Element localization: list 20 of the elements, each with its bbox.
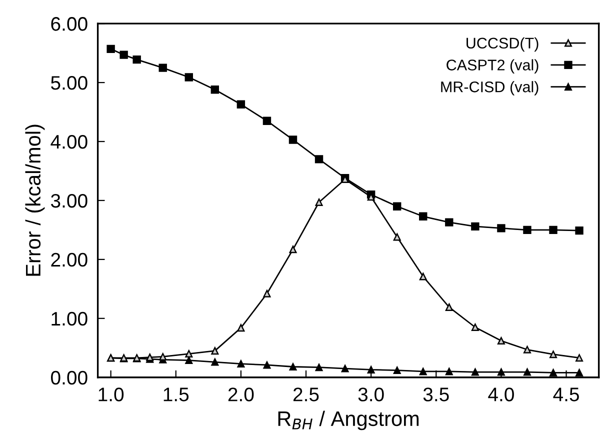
x-tick-label: 2.0 [228,388,254,402]
x-tick-label: 2.5 [293,388,319,402]
y-tick-label: 2.00 [51,252,88,267]
legend-label: MR-CISD (val) [441,81,538,96]
y-tick-label: 3.00 [50,194,88,208]
x-tick-label: 1.0 [98,388,124,402]
x-axis-title: R$_{BH}$ / Angstrom [278,410,419,430]
y-axis-title: Error / (kcal/mol) [25,124,45,276]
y-tick-label: 5.00 [51,76,88,90]
y-tick-label: 0.00 [50,370,88,385]
x-tick-label: 3.5 [423,388,449,402]
y-tick-label: 4.00 [50,134,88,149]
x-tick-label: 1.5 [164,388,189,402]
legend-label: CASPT2 (val) [446,59,538,74]
x-tick-label: 4.5 [553,388,579,402]
x-tick-label: 4.0 [488,388,514,402]
legend-label: UCCSD(T) [466,37,538,52]
y-tick-label: 1.00 [52,312,88,326]
y-tick-label: 6.00 [51,17,88,31]
x-tick-label: 3.0 [358,388,384,402]
